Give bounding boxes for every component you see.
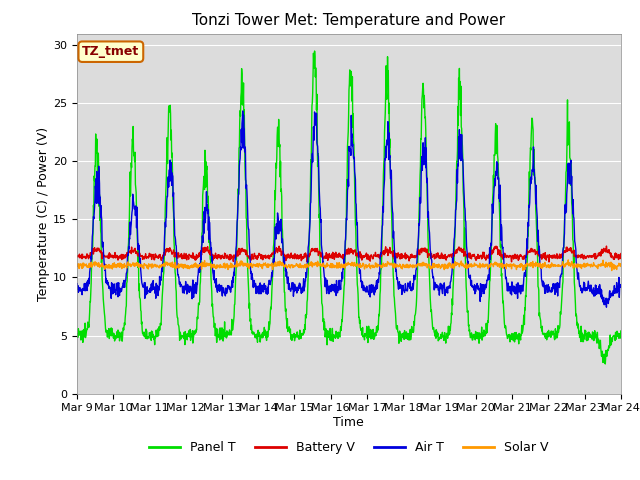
- Y-axis label: Temperature (C) / Power (V): Temperature (C) / Power (V): [37, 127, 50, 300]
- Solar V: [255, 261, 262, 267]
- Air T: [603, 304, 611, 310]
- Battery V: [194, 253, 202, 259]
- Air T: [180, 287, 188, 293]
- Solar V: [617, 264, 625, 269]
- Battery V: [553, 254, 561, 260]
- Air T: [239, 108, 246, 114]
- Line: Air T: Air T: [77, 111, 621, 307]
- Title: Tonzi Tower Met: Temperature and Power: Tonzi Tower Met: Temperature and Power: [192, 13, 506, 28]
- Solar V: [552, 263, 560, 268]
- Panel T: [434, 333, 442, 339]
- Air T: [73, 287, 81, 292]
- Air T: [434, 284, 442, 290]
- Air T: [194, 274, 202, 279]
- Panel T: [180, 336, 188, 342]
- Solar V: [73, 264, 81, 269]
- Legend: Panel T, Battery V, Air T, Solar V: Panel T, Battery V, Air T, Solar V: [144, 436, 554, 459]
- Text: TZ_tmet: TZ_tmet: [82, 45, 140, 58]
- Panel T: [602, 361, 609, 367]
- Battery V: [255, 252, 262, 258]
- Battery V: [180, 256, 188, 262]
- Panel T: [505, 332, 513, 337]
- Air T: [553, 283, 561, 288]
- Solar V: [180, 264, 188, 270]
- Panel T: [194, 316, 202, 322]
- Panel T: [617, 328, 625, 334]
- Solar V: [433, 262, 441, 267]
- X-axis label: Time: Time: [333, 416, 364, 429]
- Battery V: [617, 251, 625, 256]
- Panel T: [73, 334, 81, 339]
- Solar V: [194, 265, 202, 271]
- Line: Solar V: Solar V: [77, 260, 621, 271]
- Air T: [255, 291, 263, 297]
- Solar V: [504, 262, 512, 267]
- Air T: [505, 288, 513, 294]
- Line: Panel T: Panel T: [77, 51, 621, 364]
- Battery V: [73, 253, 81, 259]
- Battery V: [504, 254, 512, 260]
- Panel T: [553, 331, 561, 337]
- Panel T: [311, 48, 319, 54]
- Solar V: [608, 268, 616, 274]
- Battery V: [603, 243, 611, 249]
- Battery V: [433, 254, 441, 260]
- Line: Battery V: Battery V: [77, 246, 621, 262]
- Air T: [617, 282, 625, 288]
- Panel T: [255, 331, 262, 336]
- Battery V: [545, 259, 553, 265]
- Solar V: [564, 257, 572, 263]
